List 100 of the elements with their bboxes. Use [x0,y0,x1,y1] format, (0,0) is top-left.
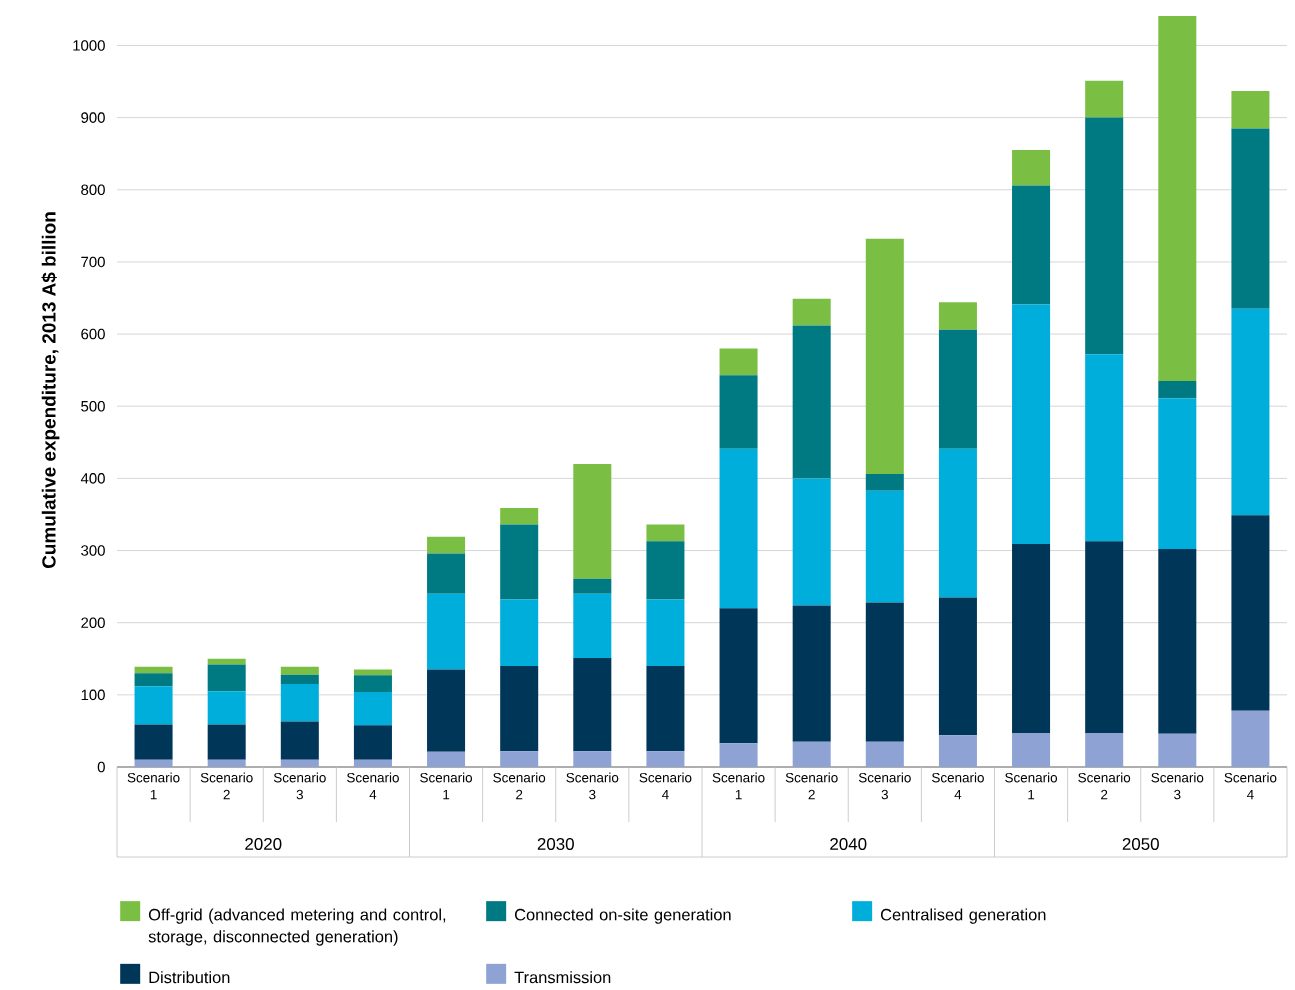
bar [207,724,246,760]
bar [938,597,977,736]
bar [500,665,539,752]
text: 2050 [1122,838,1159,850]
y-tick-label: 700 [81,256,105,268]
bar [1158,398,1197,550]
x-tick-label: Scenario 3 [858,772,911,800]
bar [573,658,612,752]
legend-label: Centralised generation [880,908,1046,924]
y-tick-label: 1000 [73,40,105,51]
bar [1231,128,1270,309]
bar [1085,117,1124,355]
bar [646,599,685,666]
bar [1012,150,1051,186]
text: 2030 [537,838,574,850]
bar [1012,304,1051,545]
legend-label: Off-grid (advanced metering and control, storage, disconnected generation) [148,908,446,946]
bar [427,669,466,752]
bar [1158,549,1197,734]
text: 2040 [830,838,867,850]
bar [1085,541,1124,734]
bar [719,375,758,449]
bar [1012,185,1051,305]
legend-label: Distribution [149,971,230,984]
bar [207,759,246,767]
bar [280,721,319,760]
x-tick-label: Scenario 2 [1078,772,1131,800]
bar [1085,354,1124,542]
y-tick-label: 300 [81,545,105,556]
bar [1231,515,1270,711]
y-axis-title: Cumulative expenditure, 2013 A$ billion [41,212,60,569]
bar [792,325,831,479]
bar [1231,308,1270,516]
y-tick-label: 800 [81,184,105,196]
x-tick-label: Scenario 1 [127,772,180,800]
bar [353,725,392,760]
bar [938,302,977,330]
bar [792,605,831,742]
x-tick-label: Scenario 3 [566,772,619,800]
bar [1231,90,1270,129]
y-tick-label: 500 [81,400,105,412]
bar [573,751,612,767]
x-tick-label: Scenario 2 [493,772,546,800]
bar [500,751,539,767]
bar [134,686,173,725]
bar [646,524,685,542]
bar [427,553,466,594]
x-tick-label: Scenario 4 [639,772,692,800]
bar [865,238,904,475]
y-tick-label: 200 [81,617,105,628]
bar [134,666,173,674]
bar [353,675,392,692]
bar [865,474,904,491]
bar [938,448,977,598]
y-tick-label: 400 [80,473,105,484]
bar [719,608,758,744]
legend-label: Connected on-site generation [514,908,731,924]
bar [1231,710,1270,767]
bar [207,658,246,665]
bar [280,759,319,767]
x-tick-label: Scenario 3 [273,772,326,800]
bar [865,602,904,742]
bar [134,724,173,760]
bar [500,524,539,600]
bar [792,478,831,606]
bar [573,463,612,579]
bar [280,684,319,722]
bar [1158,15,1197,381]
bar [1085,80,1124,118]
bar [353,691,392,726]
bar [1012,733,1051,767]
y-tick-label: 0 [97,761,105,773]
y-tick-label: 600 [81,328,105,340]
bar [207,664,246,692]
x-tick-label: Scenario 4 [1224,772,1277,800]
x-tick-label: Scenario 2 [785,772,838,800]
x-tick-label: Scenario 1 [1005,772,1058,800]
bar [938,735,977,767]
y-tick-label: 900 [81,112,105,123]
bar [719,743,758,767]
text: 2020 [245,838,282,850]
bar [573,578,612,594]
x-tick-label: Scenario 3 [1151,772,1204,800]
bar [573,593,612,659]
bar [646,751,685,767]
bar [719,348,758,376]
bar [500,599,539,666]
bar [280,666,319,675]
bar [865,490,904,603]
x-tick-label: Scenario 1 [420,772,473,800]
bar [1085,733,1124,767]
bar [865,741,904,767]
bar [938,329,977,449]
bar [427,536,466,554]
bar [207,691,246,725]
bar [792,298,831,326]
bar [427,593,466,670]
y-tick-label: 100 [81,689,105,701]
bar [280,674,319,685]
legend-label: Transmission [514,971,611,984]
